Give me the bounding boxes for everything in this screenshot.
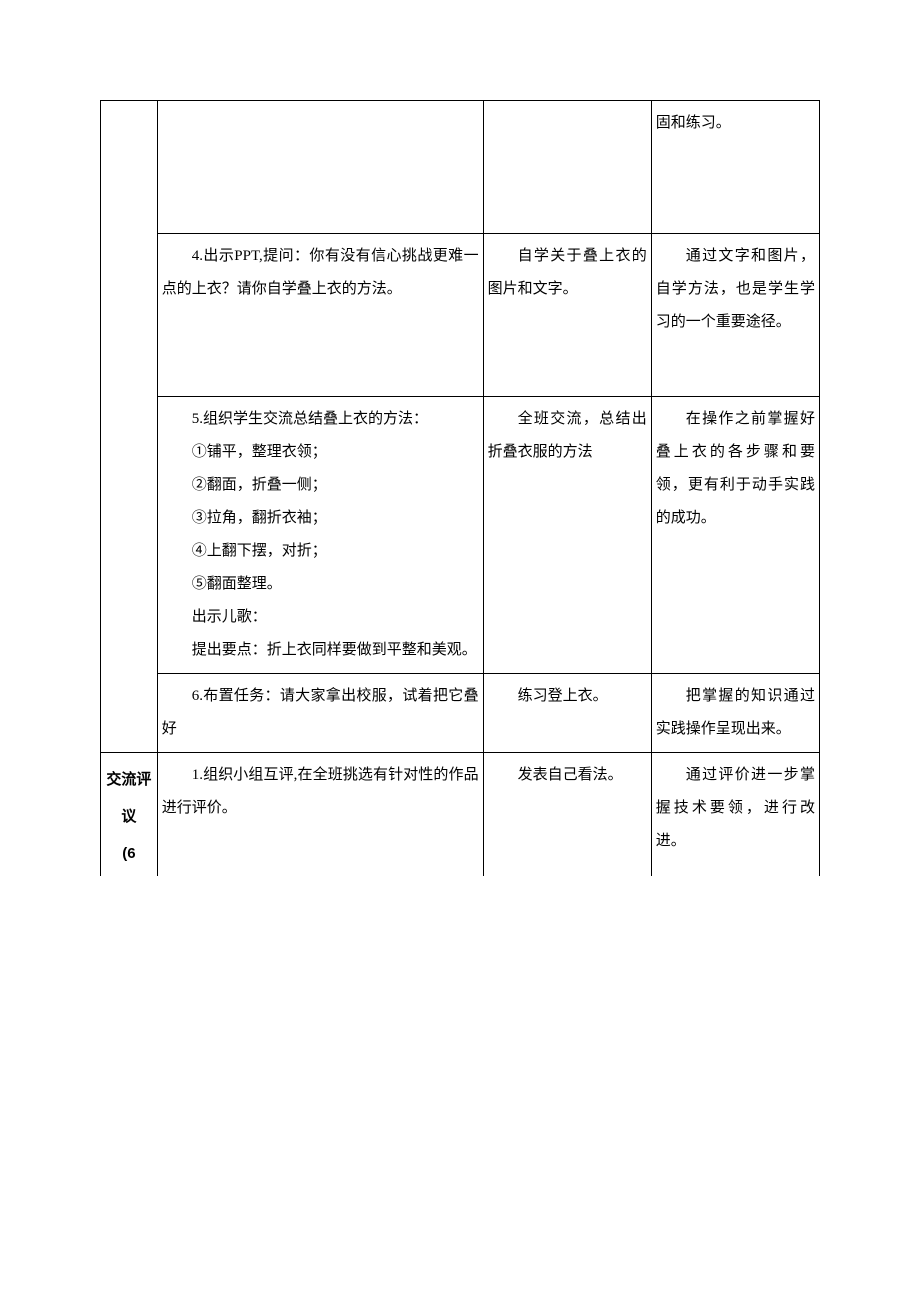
design-intent: 通过文字和图片，自学方法，也是学生学习的一个重要途径。 <box>656 240 815 339</box>
teacher-activity-line: 出示儿歌： <box>162 601 479 634</box>
table-row: 固和练习。 <box>101 101 820 234</box>
teacher-activity-line: 提出要点：折上衣同样要做到平整和美观。 <box>162 634 479 667</box>
teacher-activity-line: 5.组织学生交流总结叠上衣的方法： <box>162 403 479 436</box>
student-activity: 自学关于叠上衣的图片和文字。 <box>488 240 647 306</box>
teacher-activity-line: ④上翻下摆，对折； <box>162 535 479 568</box>
stage-label-line: 议 <box>121 800 136 833</box>
teacher-activity-line: ③拉角，翻折衣袖； <box>162 502 479 535</box>
design-intent: 固和练习。 <box>656 115 731 131</box>
teacher-activity: 6.布置任务：请大家拿出校服，试着把它叠好 <box>162 680 479 746</box>
teacher-activity: 1.组织小组互评,在全班挑选有针对性的作品进行评价。 <box>162 759 479 825</box>
student-activity: 全班交流，总结出折叠衣服的方法 <box>488 403 647 469</box>
document-page: 固和练习。 4.出示PPT,提问：你有没有信心挑战更难一点的上衣？请你自学叠上衣… <box>0 0 920 1076</box>
table-row: 5.组织学生交流总结叠上衣的方法： ①铺平，整理衣领； ②翻面，折叠一侧； ③拉… <box>101 397 820 674</box>
teacher-activity-line: ②翻面，折叠一侧； <box>162 469 479 502</box>
lesson-table: 固和练习。 4.出示PPT,提问：你有没有信心挑战更难一点的上衣？请你自学叠上衣… <box>100 100 820 876</box>
design-intent: 把掌握的知识通过实践操作呈现出来。 <box>656 680 815 746</box>
table-row: 4.出示PPT,提问：你有没有信心挑战更难一点的上衣？请你自学叠上衣的方法。 自… <box>101 234 820 397</box>
design-intent: 在操作之前掌握好叠上衣的各步骤和要领，更有利于动手实践的成功。 <box>656 403 815 535</box>
teacher-activity: 4.出示PPT,提问：你有没有信心挑战更难一点的上衣？请你自学叠上衣的方法。 <box>162 240 479 306</box>
teacher-activity-line: ①铺平，整理衣领； <box>162 436 479 469</box>
stage-label-line: (6 <box>122 837 135 870</box>
student-activity: 发表自己看法。 <box>488 759 647 792</box>
table-row: 交流评 议 (6 1.组织小组互评,在全班挑选有针对性的作品进行评价。 发表自己… <box>101 753 820 877</box>
table-row: 6.布置任务：请大家拿出校服，试着把它叠好 练习登上衣。 把掌握的知识通过实践操… <box>101 674 820 753</box>
design-intent: 通过评价进一步掌握技术要领，进行改进。 <box>656 759 815 858</box>
teacher-activity-line: ⑤翻面整理。 <box>162 568 479 601</box>
student-activity: 练习登上衣。 <box>488 680 647 713</box>
stage-label-line: 交流评 <box>106 763 151 796</box>
